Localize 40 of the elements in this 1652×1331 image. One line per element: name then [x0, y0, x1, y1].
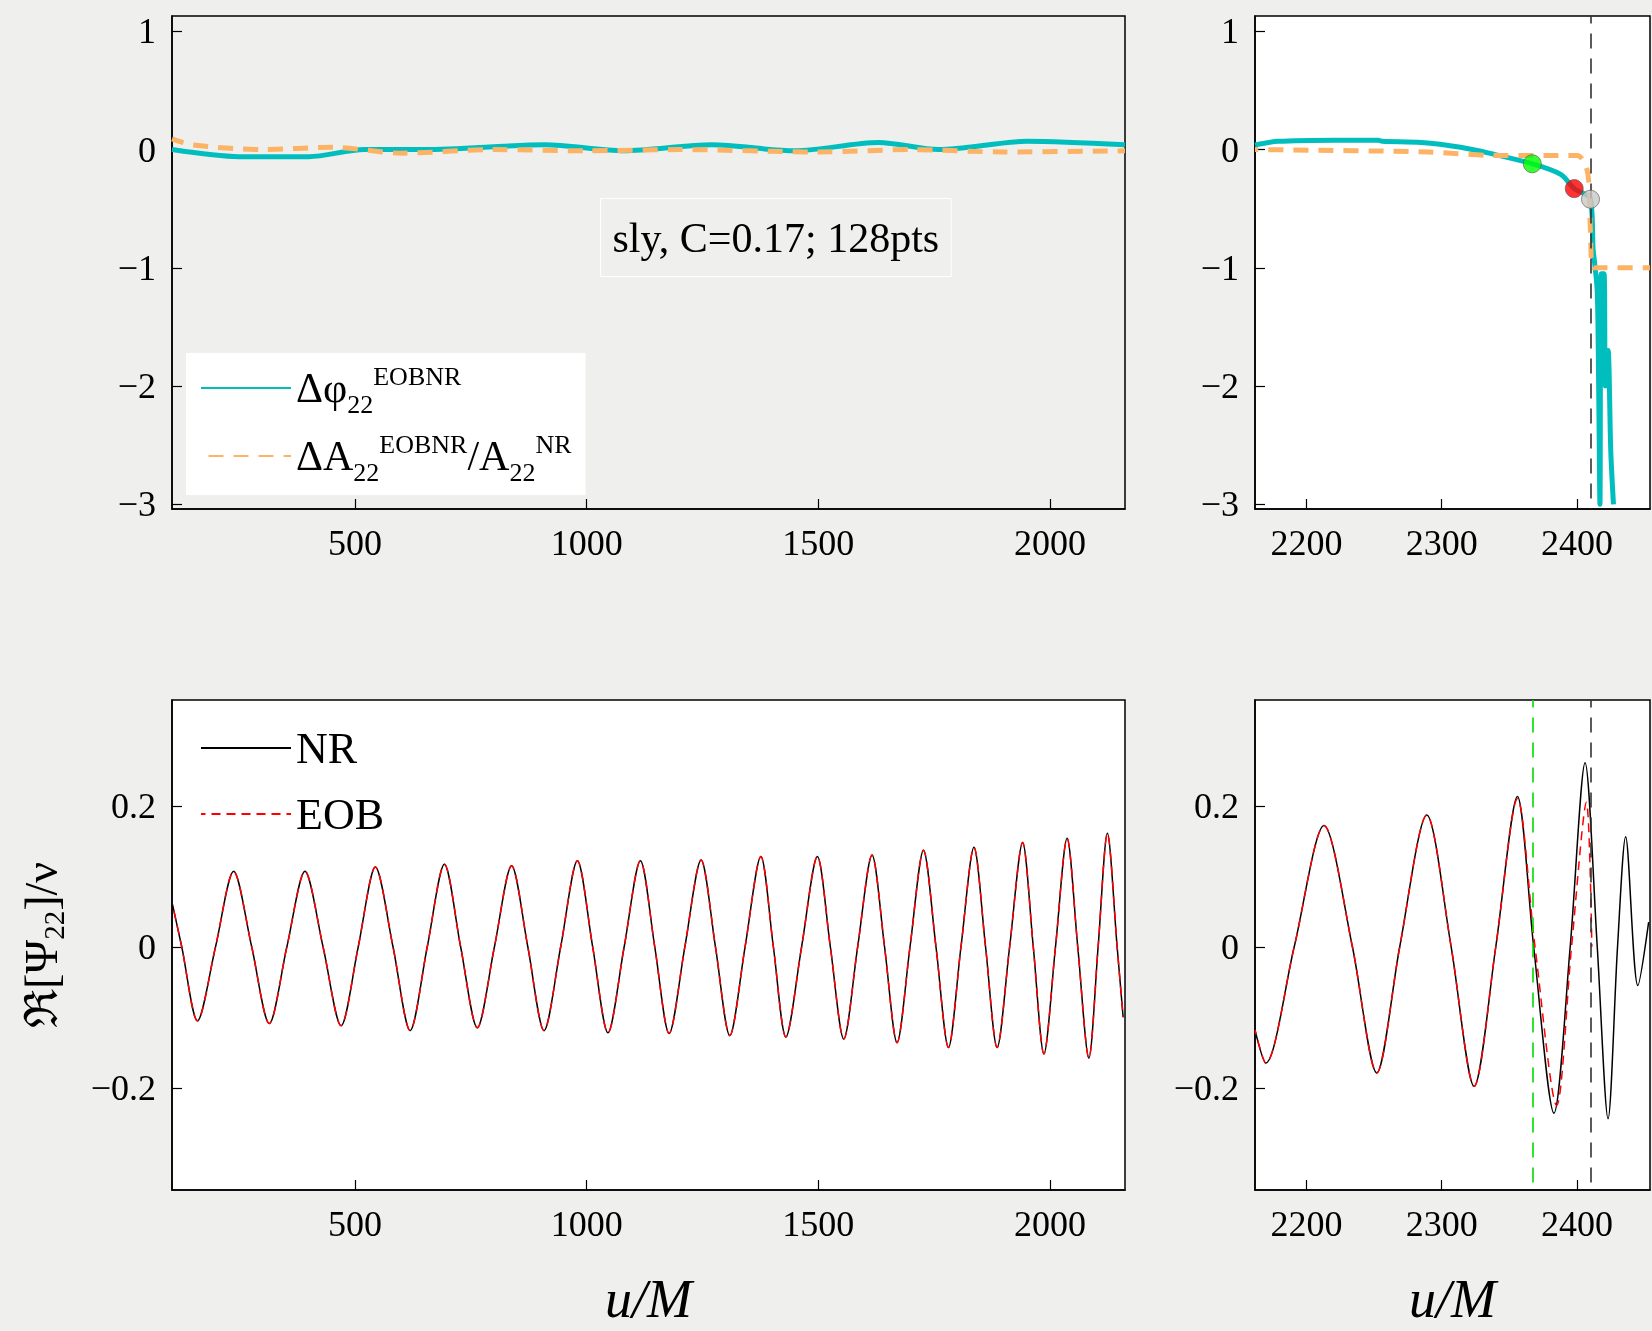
- y-tick-label: −1: [1200, 247, 1239, 288]
- x-tick-label: 2200: [1270, 1204, 1343, 1244]
- y-tick-label: 1: [1221, 11, 1239, 52]
- x-tick-label: 2400: [1540, 523, 1613, 563]
- annotation: sly, C=0.17; 128pts: [612, 214, 940, 261]
- x-tick-label: 2200: [1270, 523, 1343, 563]
- x-tick-label: 1500: [782, 1204, 855, 1244]
- y-tick-label: −0.2: [90, 1067, 156, 1108]
- x-tick-label: 1000: [550, 523, 623, 563]
- y-tick-label: −3: [1200, 484, 1239, 525]
- y-tick-label: 0: [138, 926, 156, 967]
- legend-label: EOB: [296, 789, 384, 839]
- x-axis-title: u/M: [1409, 1269, 1499, 1329]
- x-tick-label: 2000: [1013, 523, 1086, 563]
- y-tick-label: −2: [1200, 366, 1239, 407]
- line-series: [1254, 797, 1593, 1107]
- y-tick-label: −2: [117, 366, 156, 407]
- y-tick-label: −0.2: [1173, 1067, 1239, 1108]
- x-tick-label: 2300: [1405, 523, 1478, 563]
- x-tick-label: 1000: [550, 1204, 623, 1244]
- legend-label: NR: [296, 723, 358, 773]
- y-tick-label: −3: [117, 484, 156, 525]
- y-tick-label: 0: [138, 129, 156, 170]
- y-tick-label: 0.2: [1194, 785, 1239, 826]
- x-axis-title: u/M: [605, 1269, 695, 1329]
- y-tick-label: 0: [1221, 129, 1239, 170]
- x-tick-label: 1500: [782, 523, 855, 563]
- x-tick-label: 500: [328, 523, 382, 563]
- y-tick-label: 0.2: [111, 785, 156, 826]
- y-tick-label: 1: [138, 11, 156, 52]
- x-tick-label: 500: [328, 1204, 382, 1244]
- point: [1581, 189, 1600, 209]
- point: [1564, 179, 1584, 198]
- x-tick-label: 2400: [1540, 1204, 1613, 1244]
- x-tick-label: 2300: [1405, 1204, 1478, 1244]
- point: [1522, 154, 1542, 174]
- y-tick-label: −1: [117, 247, 156, 288]
- y-tick-label: 0: [1221, 926, 1239, 967]
- y-axis-title: ℜ[Ψ22]/ν: [15, 861, 70, 1029]
- x-tick-label: 2000: [1013, 1204, 1086, 1244]
